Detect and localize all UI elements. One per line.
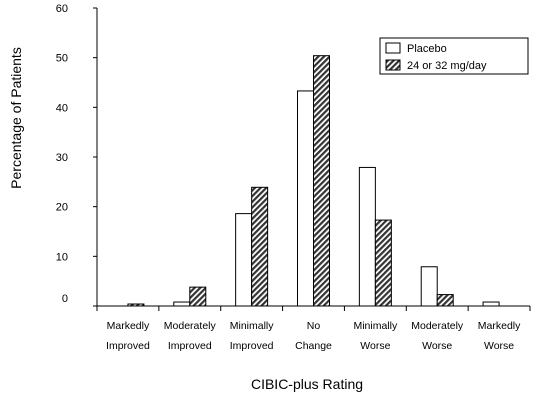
bar-placebo-4 bbox=[358, 166, 376, 307]
bar-treatment-0 bbox=[127, 303, 145, 307]
y-tick-label: 60 bbox=[56, 3, 68, 15]
x-tick-label: Markedly bbox=[107, 320, 150, 332]
legend: Placebo 24 or 32 mg/day bbox=[379, 37, 529, 75]
x-tick-label: Minimally bbox=[230, 320, 275, 332]
x-axis-title: CIBIC-plus Rating bbox=[251, 376, 363, 392]
y-axis-title: Percentage of Patients bbox=[8, 47, 24, 189]
bar-treatment-5 bbox=[436, 294, 454, 307]
legend-label: 24 or 32 mg/day bbox=[407, 60, 487, 72]
y-tick-label: 10 bbox=[56, 251, 68, 263]
y-tick-label: 30 bbox=[56, 152, 68, 164]
legend-box bbox=[379, 37, 529, 75]
y-axis: 0 10 20 30 40 50 60 bbox=[56, 3, 98, 307]
legend-swatch-placebo bbox=[385, 42, 401, 54]
bar-treatment-3 bbox=[313, 55, 330, 307]
x-tick-label: Minimally bbox=[353, 320, 398, 332]
bar-treatment-1 bbox=[189, 286, 207, 307]
y-tick-label: 50 bbox=[56, 53, 68, 65]
category-labels: Markedly Improved Moderately Improved Minima… bbox=[106, 320, 521, 352]
bar-treatment-2 bbox=[251, 186, 269, 307]
x-axis bbox=[96, 305, 531, 311]
legend-swatch-treatment bbox=[385, 59, 401, 71]
x-tick-label: Improved bbox=[168, 340, 212, 352]
x-tick-label: Worse bbox=[484, 340, 514, 352]
x-tick-label: Change bbox=[295, 340, 332, 352]
y-tick-label: 0 bbox=[62, 293, 68, 305]
x-tick-label: Markedly bbox=[478, 320, 521, 332]
x-tick-label: Improved bbox=[230, 340, 274, 352]
legend-label: Placebo bbox=[407, 43, 447, 55]
x-tick-label: Worse bbox=[360, 340, 390, 352]
x-tick-label: Improved bbox=[106, 340, 150, 352]
y-tick-label: 20 bbox=[56, 202, 68, 214]
bar-placebo-3 bbox=[297, 90, 314, 307]
bar-placebo-1 bbox=[173, 301, 191, 307]
bar-placebo-2 bbox=[235, 213, 253, 307]
bar-placebo-5 bbox=[420, 266, 438, 307]
bars bbox=[127, 55, 500, 307]
x-tick-label: Worse bbox=[422, 340, 452, 352]
bar-treatment-4 bbox=[374, 219, 392, 307]
x-tick-label: Moderately bbox=[164, 320, 217, 332]
x-tick-label: No bbox=[307, 320, 321, 332]
y-tick-label: 40 bbox=[56, 102, 68, 114]
x-tick-label: Moderately bbox=[411, 320, 464, 332]
bar-placebo-6 bbox=[482, 301, 500, 307]
